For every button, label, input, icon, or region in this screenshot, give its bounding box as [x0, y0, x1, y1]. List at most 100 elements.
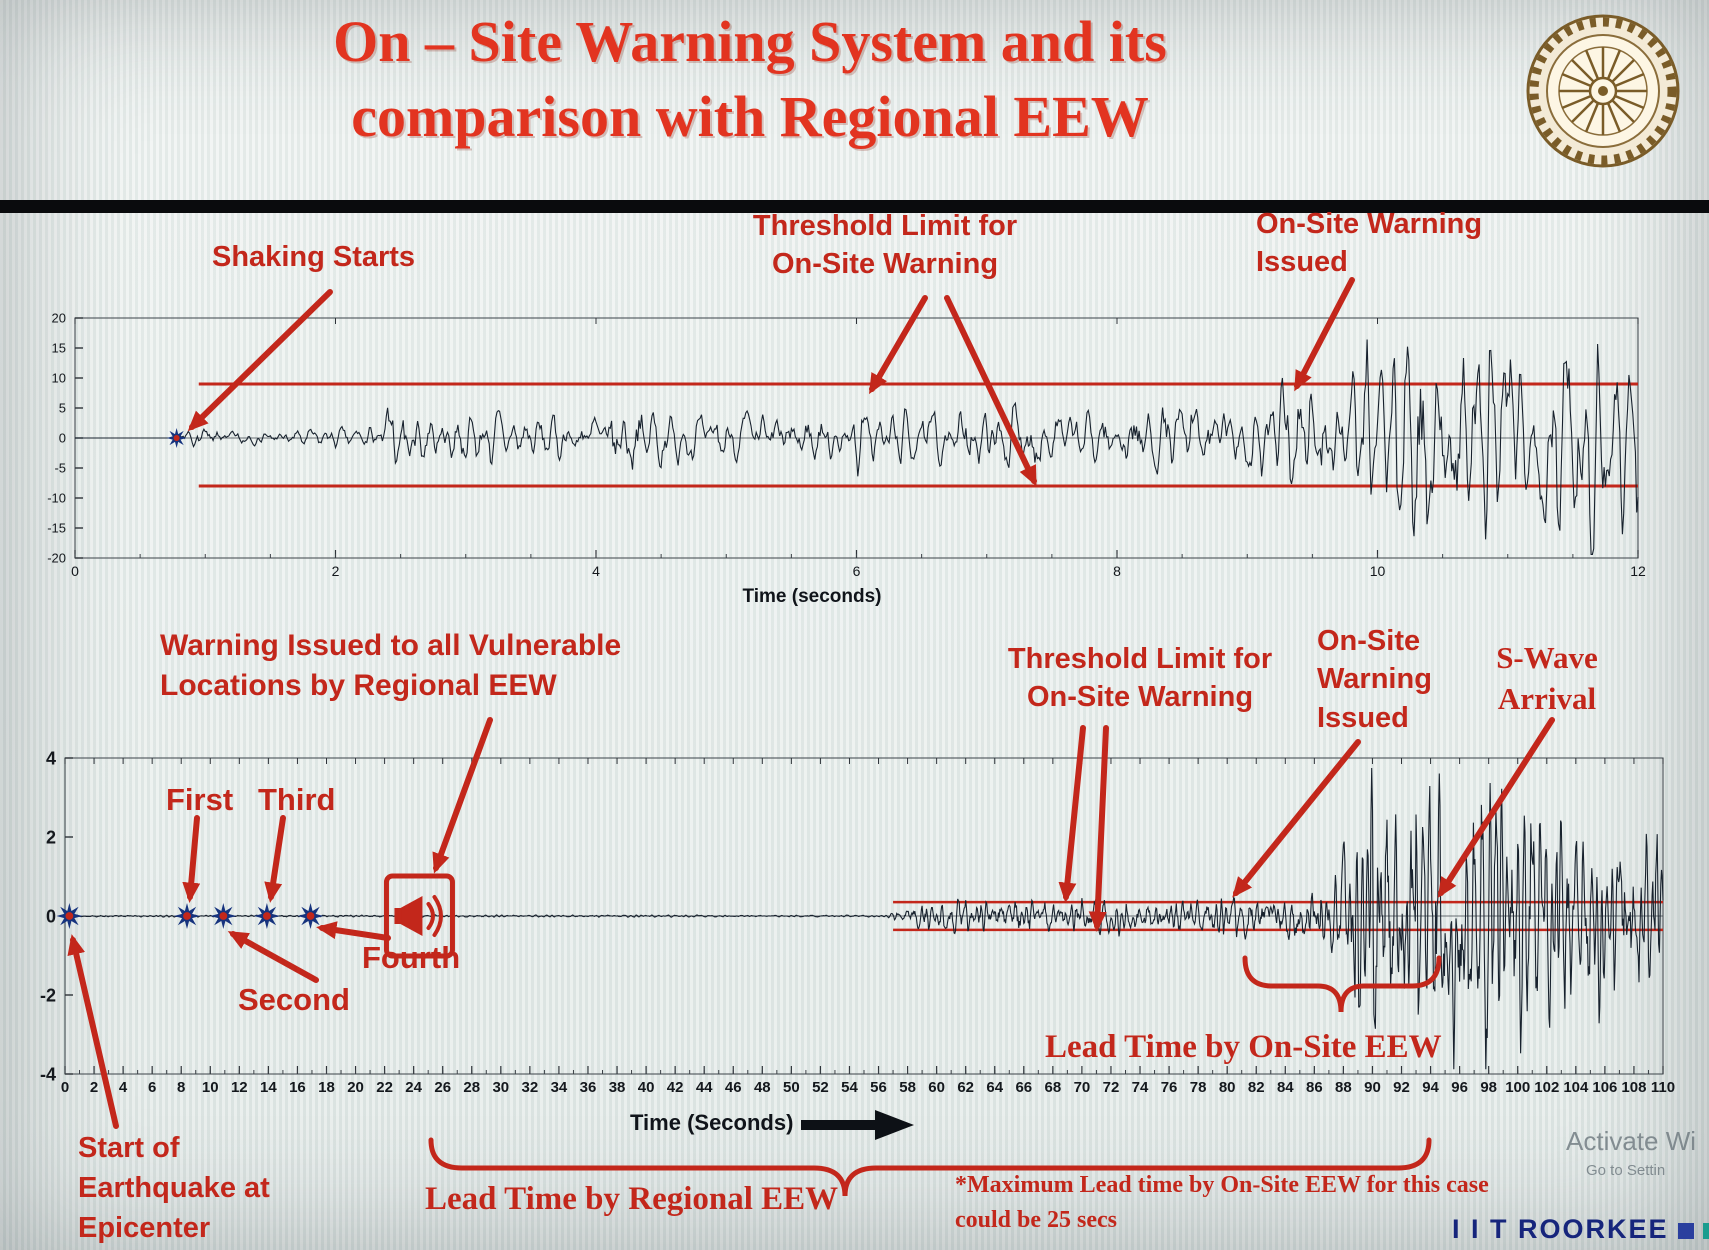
- epicenter-label: Start of Earthquake at Epicenter: [78, 1132, 270, 1245]
- svg-text:2: 2: [332, 563, 340, 579]
- station-first-label: First: [166, 782, 234, 817]
- annotation-arrow: [316, 921, 391, 941]
- svg-text:-10: -10: [47, 491, 66, 506]
- iit-roorkee-logo: [1526, 14, 1680, 168]
- svg-text:5: 5: [59, 401, 66, 416]
- svg-text:104: 104: [1563, 1079, 1589, 1096]
- svg-text:-5: -5: [54, 461, 66, 476]
- svg-text:54: 54: [841, 1079, 858, 1096]
- svg-text:64: 64: [986, 1079, 1003, 1096]
- p-wave-detection-star-marker: [174, 903, 200, 929]
- svg-text:50: 50: [783, 1079, 800, 1096]
- lead-time-regional-brace: [428, 1137, 1432, 1197]
- svg-text:28: 28: [463, 1079, 480, 1096]
- p-wave-detection-star-marker: [297, 903, 324, 929]
- activation-watermark-line1: Activate Wi: [1566, 1126, 1697, 1156]
- svg-text:12: 12: [1630, 563, 1646, 579]
- svg-text:10: 10: [1370, 563, 1386, 579]
- svg-text:46: 46: [725, 1079, 742, 1096]
- svg-text:42: 42: [667, 1079, 684, 1096]
- svg-text:100: 100: [1505, 1079, 1530, 1096]
- regional-warning-label: Warning Issued to all Vulnerable Locatio…: [160, 629, 622, 702]
- svg-text:0: 0: [46, 906, 56, 926]
- svg-text:-4: -4: [40, 1064, 56, 1084]
- annotation-arrow: [1294, 277, 1355, 392]
- bottom-chart-xaxis-title: Time (Seconds): [630, 1110, 794, 1135]
- svg-text:34: 34: [551, 1079, 568, 1096]
- svg-text:0: 0: [61, 1079, 69, 1096]
- svg-text:26: 26: [434, 1079, 451, 1096]
- p-wave-detection-star-marker: [253, 903, 280, 929]
- svg-text:24: 24: [405, 1079, 422, 1096]
- annotation-arrow: [264, 815, 286, 903]
- threshold-limit-bottom-label: Threshold Limit for On-Site Warning: [1007, 643, 1273, 714]
- brand-teal-square-icon: [1702, 1223, 1709, 1239]
- svg-text:102: 102: [1534, 1079, 1559, 1096]
- svg-text:10: 10: [52, 371, 66, 386]
- svg-text:72: 72: [1103, 1079, 1120, 1096]
- iit-roorkee-wordmark: I I T ROORKEE: [1452, 1214, 1709, 1245]
- station-third-label: Third: [258, 782, 336, 817]
- svg-text:2: 2: [90, 1079, 98, 1096]
- svg-text:76: 76: [1161, 1079, 1178, 1096]
- slide-title-line1: On – Site Warning System and its: [333, 9, 1167, 74]
- station-fourth-label: Fourth: [362, 940, 461, 975]
- svg-text:92: 92: [1393, 1079, 1410, 1096]
- on-site single-station seismogram: 20 15 10 5 0 -5 -10 -15 -20 0 2 4 6 8 10 12: [47, 311, 1646, 579]
- regional-warning-icon: [383, 873, 455, 959]
- svg-text:60: 60: [928, 1079, 945, 1096]
- annotation-arrow: [1058, 725, 1086, 903]
- annotation-arrow: [227, 931, 319, 983]
- svg-text:8: 8: [177, 1079, 185, 1096]
- svg-text:110: 110: [1651, 1079, 1675, 1096]
- annotation-arrow: [187, 289, 333, 432]
- svg-text:94: 94: [1422, 1079, 1439, 1096]
- onsite-warning-issued-bottom-label: On-Site Warning Issued: [1317, 625, 1432, 734]
- svg-text:10: 10: [202, 1079, 219, 1096]
- annotation-arrow: [432, 717, 493, 874]
- max-lead-time-footnote: *Maximum Lead time by On-Site EEW for th…: [955, 1172, 1489, 1233]
- shaking-starts-label: Shaking Starts: [212, 241, 416, 273]
- svg-text:2: 2: [46, 827, 56, 847]
- brand-text: I I T ROORKEE: [1452, 1214, 1669, 1244]
- activation-watermark-line2: Go to Settin: [1586, 1162, 1666, 1179]
- svg-text:20: 20: [347, 1079, 364, 1096]
- svg-text:88: 88: [1335, 1079, 1352, 1096]
- svg-text:68: 68: [1045, 1079, 1062, 1096]
- svg-text:40: 40: [638, 1079, 655, 1096]
- svg-text:44: 44: [696, 1079, 713, 1096]
- seismogram-trace: [75, 339, 1639, 555]
- p-wave-detection-star-marker: [210, 903, 237, 929]
- svg-text:98: 98: [1480, 1079, 1497, 1096]
- svg-text:62: 62: [957, 1079, 974, 1096]
- p-wave-detection-star-marker: [166, 428, 187, 448]
- svg-text:4: 4: [592, 563, 600, 579]
- svg-text:90: 90: [1364, 1079, 1381, 1096]
- s-wave-arrival-label: S-Wave Arrival: [1496, 640, 1598, 716]
- svg-text:106: 106: [1592, 1079, 1617, 1096]
- brand-blue-square-icon: [1677, 1223, 1694, 1239]
- slide-title-line2: comparison with Regional EEW: [351, 84, 1149, 150]
- svg-text:32: 32: [522, 1079, 539, 1096]
- svg-text:30: 30: [492, 1079, 509, 1096]
- svg-text:96: 96: [1451, 1079, 1468, 1096]
- svg-text:82: 82: [1248, 1079, 1265, 1096]
- svg-text:48: 48: [754, 1079, 771, 1096]
- svg-text:-15: -15: [47, 521, 66, 536]
- svg-text:6: 6: [853, 563, 861, 579]
- svg-text:66: 66: [1015, 1079, 1032, 1096]
- svg-text:0: 0: [59, 431, 66, 446]
- svg-text:52: 52: [812, 1079, 829, 1096]
- svg-text:0: 0: [71, 563, 79, 579]
- svg-text:20: 20: [52, 311, 66, 326]
- svg-text:15: 15: [52, 341, 66, 356]
- svg-text:6: 6: [148, 1079, 156, 1096]
- seismogram-trace: [64, 767, 1664, 1070]
- annotation-arrow: [868, 295, 928, 395]
- onsite-warning-issued-top-label: On-Site Warning Issued: [1256, 208, 1483, 279]
- time-axis-arrow-icon: [801, 1110, 914, 1140]
- slide-title: On – Site Warning System and its compari…: [40, 4, 1460, 155]
- p-wave-detection-star-marker: [56, 903, 83, 929]
- svg-text:12: 12: [231, 1079, 248, 1096]
- svg-text:4: 4: [119, 1079, 128, 1096]
